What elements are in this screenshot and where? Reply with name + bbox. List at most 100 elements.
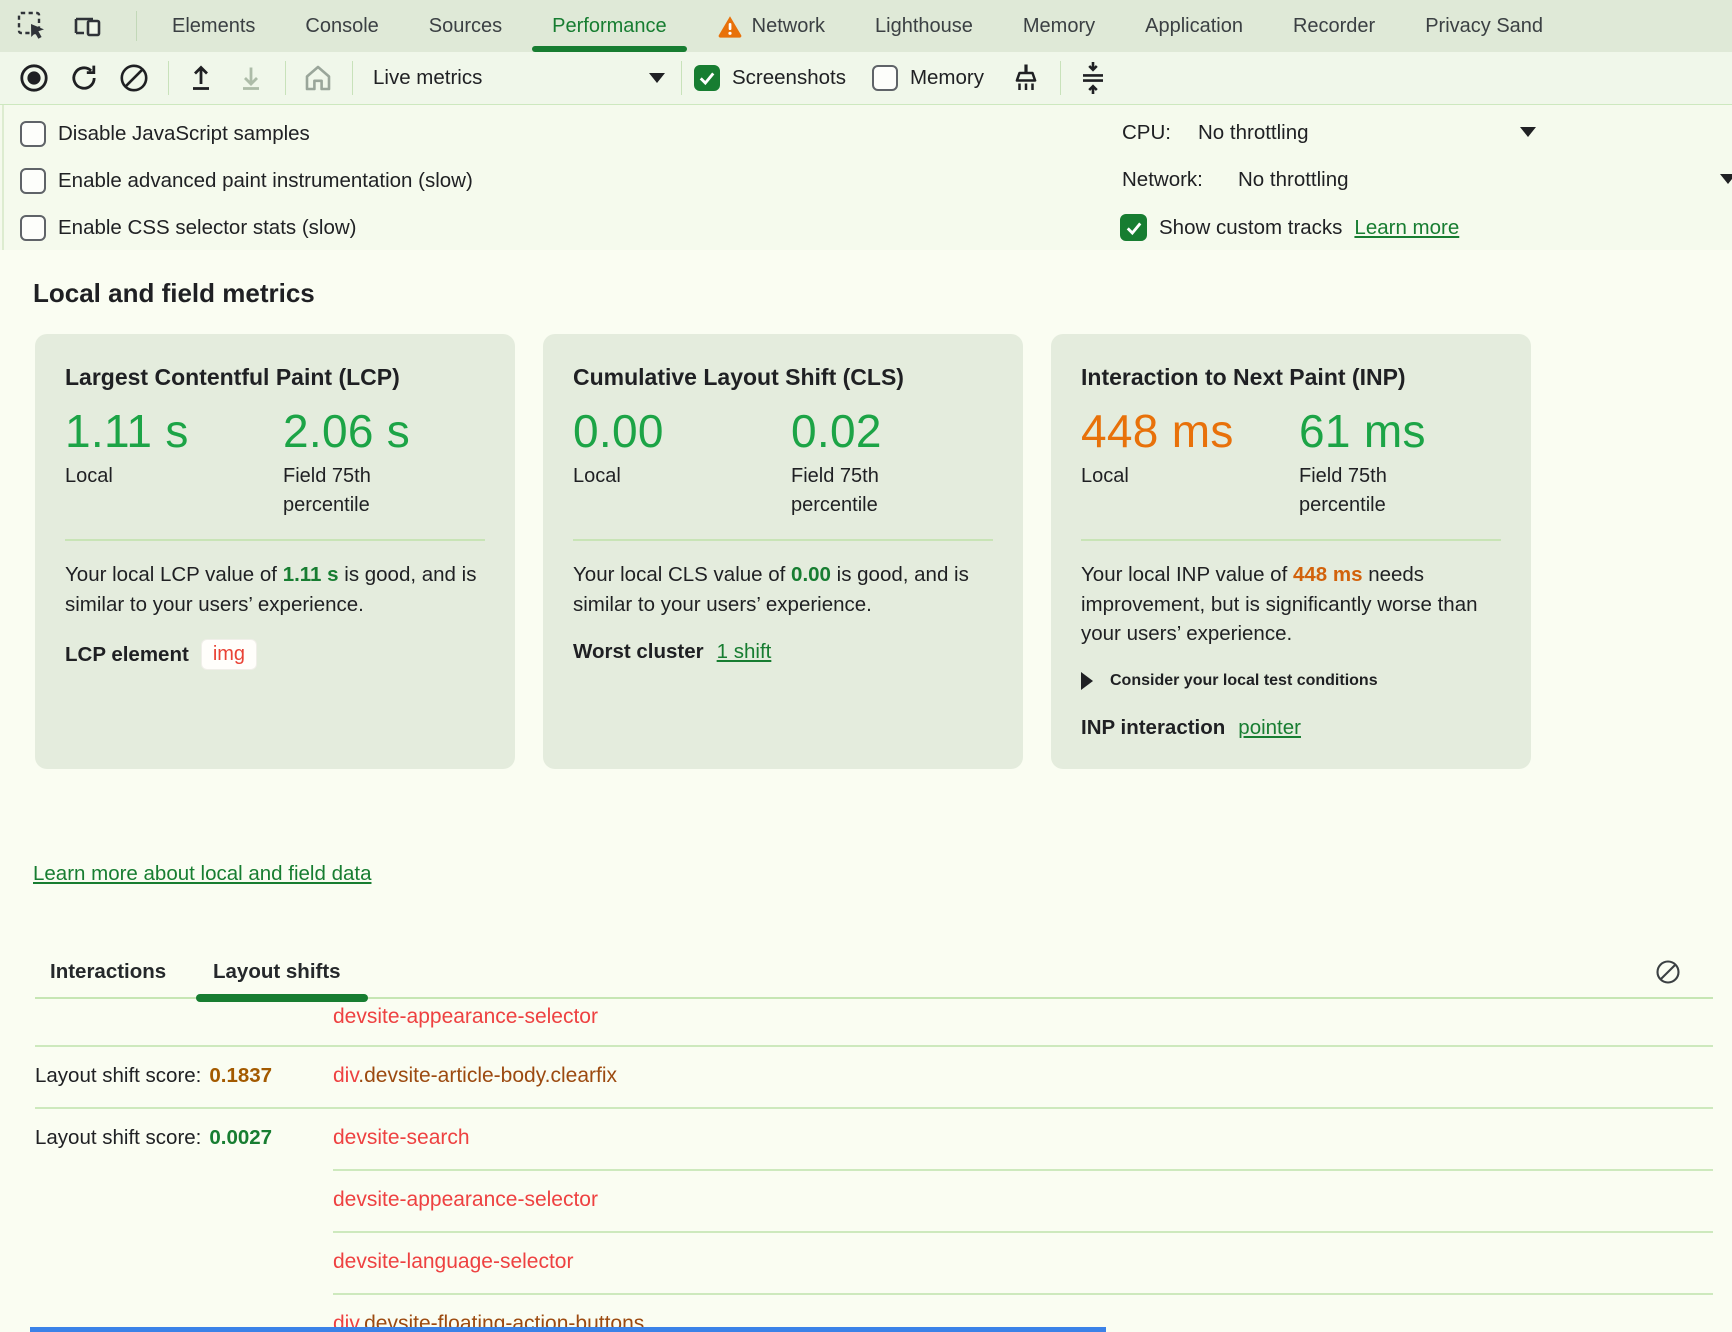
layout-shift-row[interactable]: Layout shift score: 0.0027 devsite-searc… <box>0 1107 1732 1169</box>
learn-more-link[interactable]: Learn more <box>1354 215 1460 239</box>
metric-description: Your local CLS value of 0.00 is good, an… <box>573 563 969 616</box>
load-profile-button[interactable] <box>181 58 221 98</box>
setting-row: Enable advanced paint instrumentation (s… <box>20 166 473 195</box>
setting-row: Disable JavaScript samples <box>20 119 473 148</box>
tab-memory[interactable]: Memory <box>1022 14 1096 37</box>
shift-score: 0.1837 <box>209 1064 273 1087</box>
score-label: Layout shift score: <box>35 1064 202 1087</box>
capture-settings-left: Disable JavaScript samples Enable advanc… <box>20 119 473 242</box>
lcp-local-value: 1.11 s <box>65 405 189 457</box>
inp-interaction-row: INP interaction pointer <box>1081 715 1301 739</box>
tab-privacy-sandbox[interactable]: Privacy Sand <box>1425 14 1544 37</box>
card-title: Cumulative Layout Shift (CLS) <box>573 364 904 390</box>
element-link[interactable]: devsite-appearance-selector <box>333 1188 598 1211</box>
metric-cards: Largest Contentful Paint (LCP) 1.11 s Lo… <box>35 334 1531 769</box>
chevron-down-icon <box>1520 127 1536 137</box>
clear-log-icon[interactable] <box>1654 958 1682 986</box>
shift-score: 0.0027 <box>209 1126 273 1149</box>
tab-bar-left-icons <box>0 10 147 42</box>
worst-cluster-link[interactable]: 1 shift <box>716 640 772 664</box>
element-link[interactable]: devsite-appearance-selector <box>333 1005 598 1029</box>
memory-label: Memory <box>909 66 984 89</box>
home-button[interactable] <box>298 58 338 98</box>
capture-settings: Disable JavaScript samples Enable advanc… <box>0 105 1732 251</box>
tab-recorder[interactable]: Recorder <box>1292 14 1376 37</box>
layout-shift-row[interactable]: devsite-appearance-selector <box>0 999 1732 1045</box>
tab-underline <box>35 997 1713 999</box>
divider <box>168 61 169 95</box>
inp-interaction-link[interactable]: pointer <box>1238 715 1301 739</box>
active-tab-indicator <box>196 994 368 1002</box>
score-label: Layout shift score: <box>35 1126 202 1149</box>
divider <box>136 11 137 41</box>
tab-console[interactable]: Console <box>305 14 379 37</box>
reload-record-button[interactable] <box>64 58 104 98</box>
setting-row: Enable CSS selector stats (slow) <box>20 213 473 242</box>
tab-sources[interactable]: Sources <box>428 14 503 37</box>
layout-shift-row[interactable]: devsite-language-selector <box>0 1231 1732 1293</box>
show-custom-tracks-checkbox[interactable] <box>1120 214 1147 241</box>
layout-shifts-log: devsite-appearance-selector Layout shift… <box>0 999 1732 1332</box>
chevron-down-icon <box>1720 174 1732 184</box>
local-field-data-link[interactable]: Learn more about local and field data <box>33 862 372 885</box>
inp-field-value: 61 ms <box>1299 405 1426 457</box>
section-title: Local and field metrics <box>33 278 315 308</box>
cpu-throttling-select[interactable]: CPU: No throttling <box>1120 119 1732 148</box>
record-button[interactable] <box>14 58 54 98</box>
divider <box>352 61 353 95</box>
element-link[interactable]: div.devsite-article-body.clearfix <box>333 1064 618 1087</box>
network-throttling-select[interactable]: Network: No throttling <box>1120 166 1732 195</box>
save-profile-button[interactable] <box>231 58 271 98</box>
lcp-element-row: LCP element img <box>65 640 485 670</box>
disclosure-triangle-icon <box>1081 671 1093 690</box>
bottom-selection-bar <box>30 1327 1106 1332</box>
metric-description: Your local LCP value of 1.11 s is good, … <box>65 563 477 616</box>
tab-application[interactable]: Application <box>1145 14 1243 37</box>
lcp-element-chip[interactable]: img <box>201 640 257 670</box>
panel-tabs: Elements Console Sources Performance Net… <box>147 0 1732 52</box>
divider <box>285 61 286 95</box>
device-toolbar-icon[interactable] <box>70 10 104 42</box>
element-link[interactable]: devsite-search <box>333 1126 470 1149</box>
card-divider <box>1081 539 1501 542</box>
card-divider <box>65 539 485 542</box>
metric-description: Your local INP value of 448 ms needs imp… <box>1081 563 1478 646</box>
view-mode-select[interactable]: Live metrics <box>365 58 677 98</box>
cls-field-value: 0.02 <box>791 405 882 457</box>
layout-shift-row[interactable]: Layout shift score: 0.1837 div.devsite-a… <box>0 1045 1732 1107</box>
capture-settings-right: CPU: No throttling Network: No throttlin… <box>1120 119 1732 242</box>
tab-network[interactable]: Network <box>692 0 850 52</box>
tab-lighthouse[interactable]: Lighthouse <box>875 14 973 37</box>
advanced-paint-checkbox[interactable] <box>20 167 46 194</box>
lcp-field-value: 2.06 s <box>283 405 411 457</box>
card-title: Interaction to Next Paint (INP) <box>1081 364 1406 390</box>
collect-garbage-icon[interactable] <box>1006 58 1046 98</box>
performance-toolbar: Live metrics Screenshots Memory <box>0 52 1732 105</box>
screenshots-label: Screenshots <box>732 66 846 89</box>
tab-elements[interactable]: Elements <box>172 14 256 37</box>
divider <box>1060 61 1061 95</box>
layout-shift-row[interactable]: devsite-appearance-selector <box>0 1169 1732 1231</box>
log-tab-bar: Interactions Layout shifts <box>0 950 1732 1002</box>
collapse-sections-icon[interactable] <box>1073 58 1113 98</box>
worst-cluster-row: Worst cluster 1 shift <box>573 640 772 664</box>
layout-shifts-tab[interactable]: Layout shifts <box>213 960 341 983</box>
clear-button[interactable] <box>114 58 154 98</box>
screenshots-checkbox[interactable] <box>694 65 720 91</box>
css-selector-stats-checkbox[interactable] <box>20 214 46 241</box>
inp-local-value: 448 ms <box>1081 405 1234 457</box>
tab-performance[interactable]: Performance <box>527 0 692 52</box>
card-title: Largest Contentful Paint (LCP) <box>65 364 400 390</box>
disable-js-samples-checkbox[interactable] <box>20 120 46 147</box>
main-tab-bar: Elements Console Sources Performance Net… <box>0 0 1732 53</box>
element-link[interactable]: devsite-language-selector <box>333 1250 574 1273</box>
divider <box>681 61 682 95</box>
interactions-tab[interactable]: Interactions <box>50 960 167 983</box>
cls-card: Cumulative Layout Shift (CLS) 0.00 Local… <box>543 334 1023 769</box>
inp-card: Interaction to Next Paint (INP) 448 ms L… <box>1051 334 1531 769</box>
consider-conditions-disclosure[interactable]: Consider your local test conditions <box>1081 671 1501 690</box>
inspect-icon[interactable] <box>16 10 48 42</box>
memory-checkbox[interactable] <box>871 65 898 91</box>
card-divider <box>573 539 993 542</box>
